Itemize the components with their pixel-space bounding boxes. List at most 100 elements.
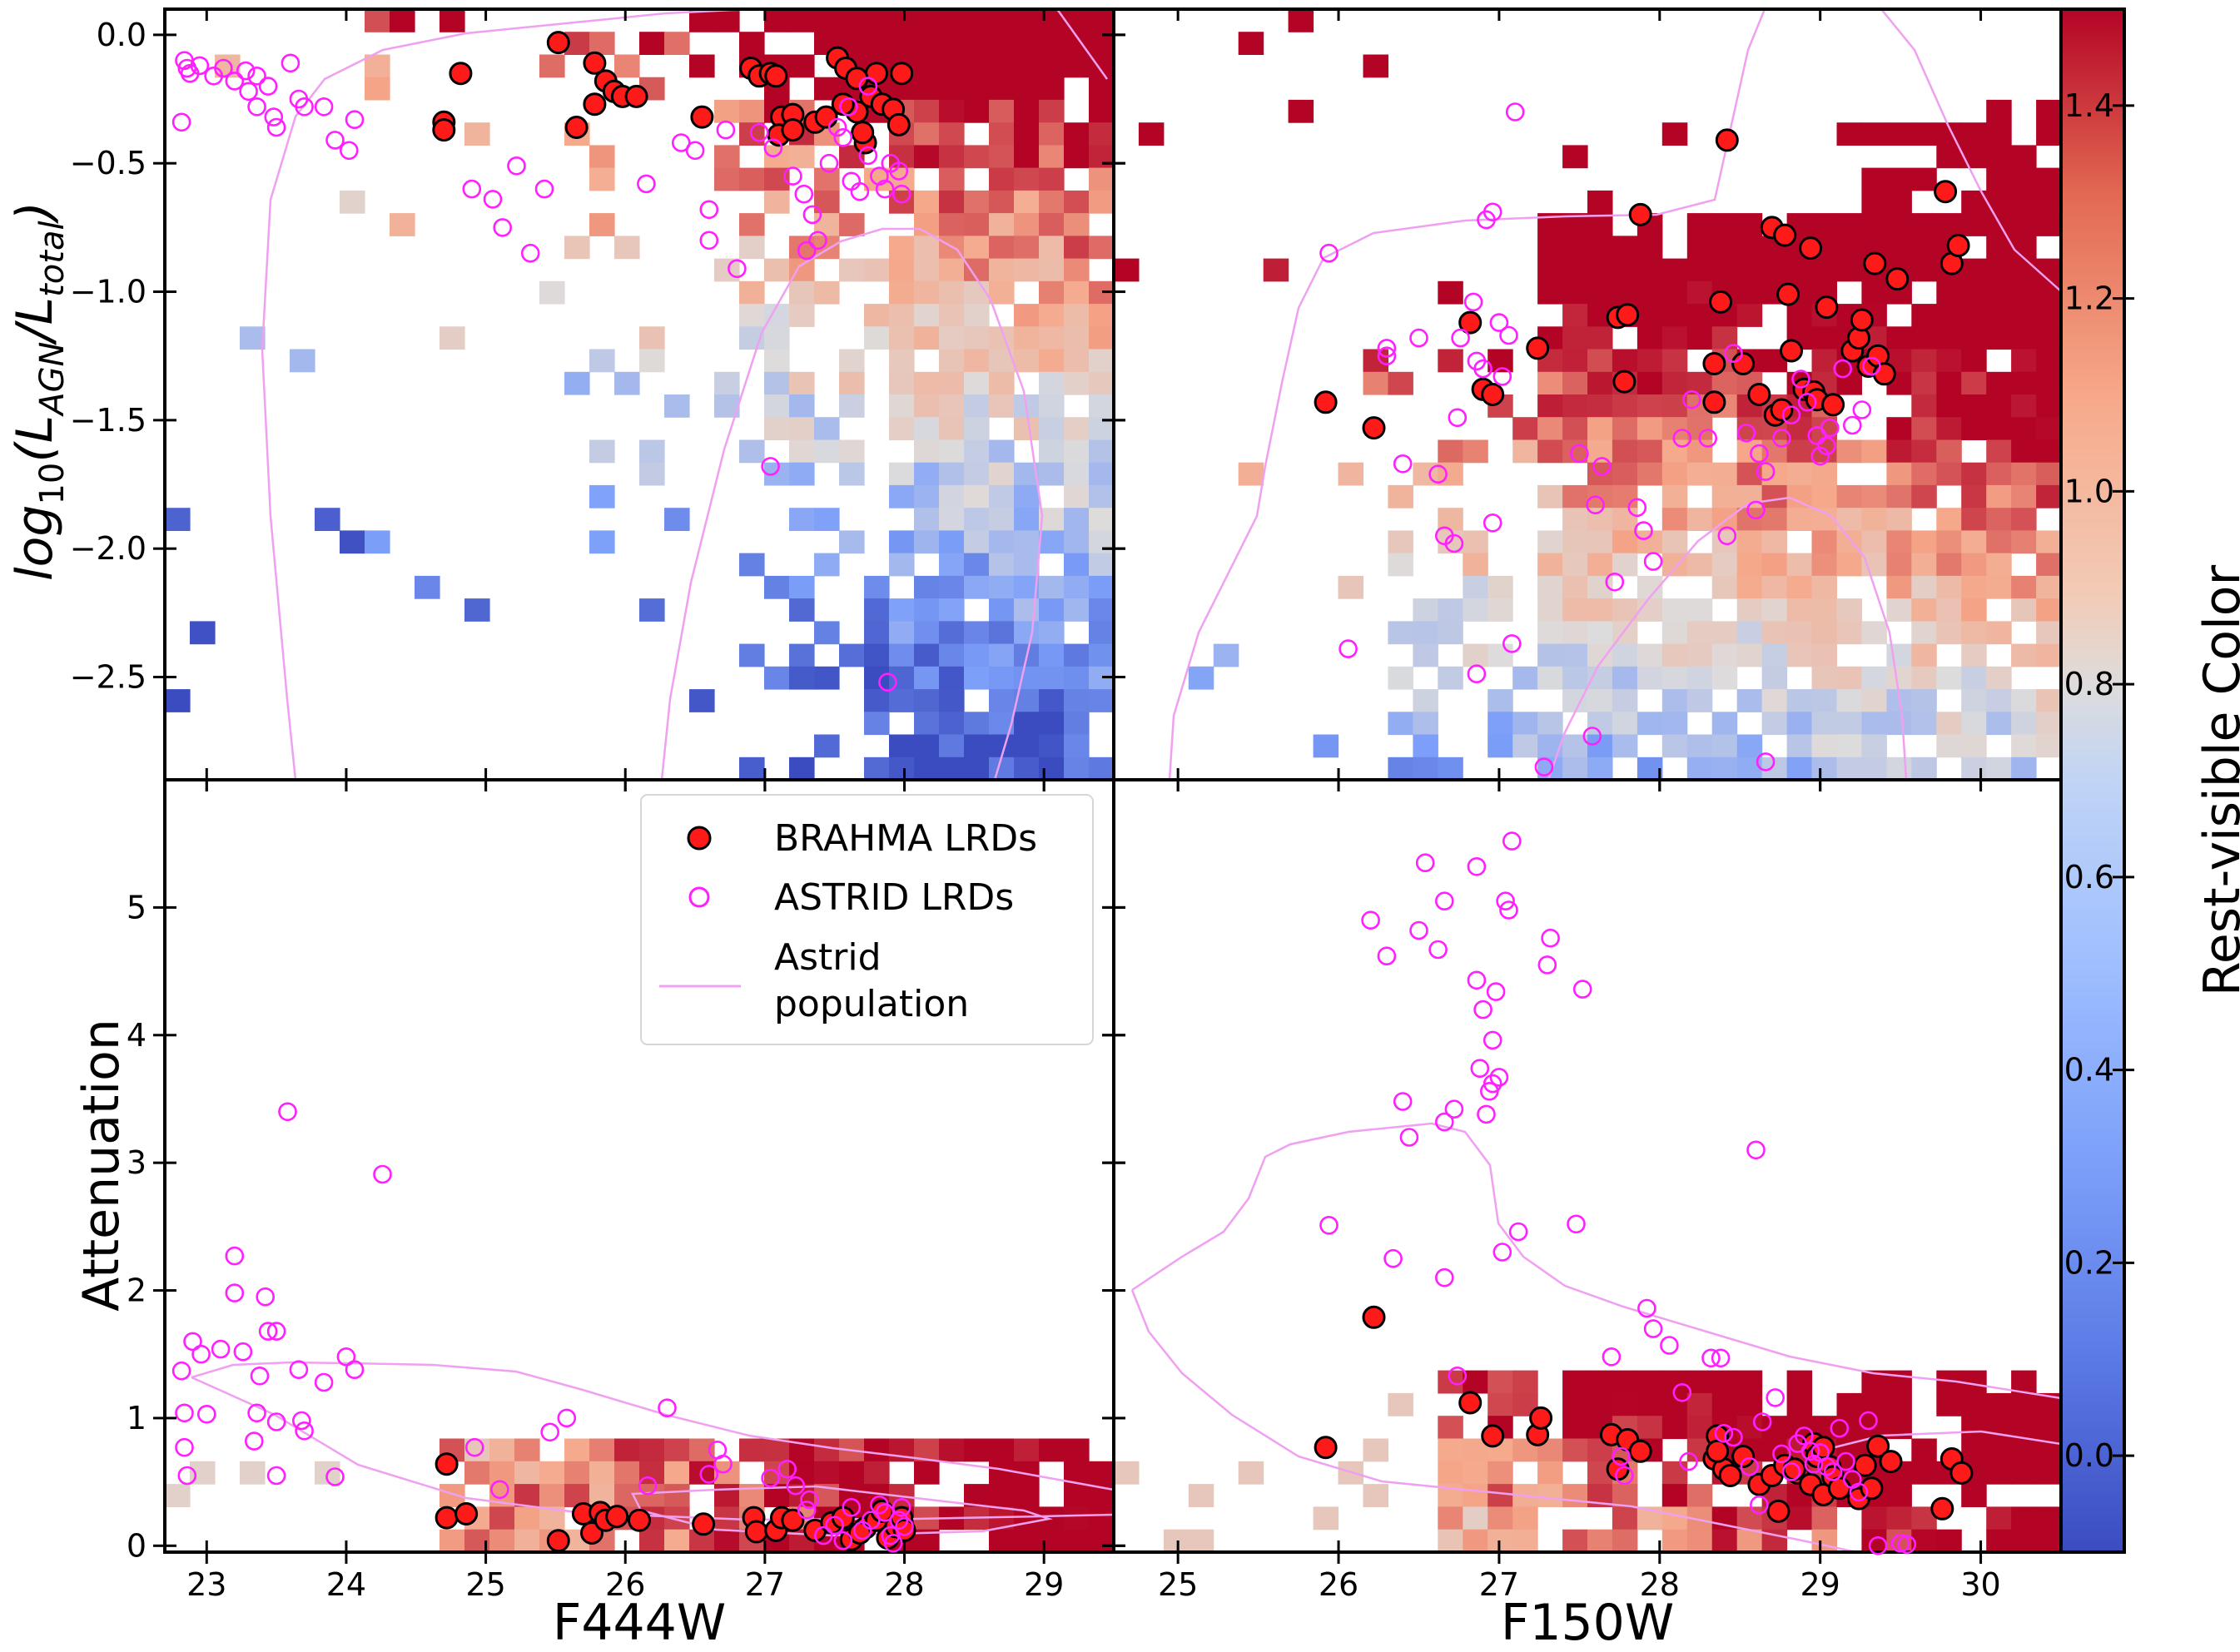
heatmap-cell — [739, 236, 765, 260]
heatmap-cell — [1438, 666, 1463, 690]
heatmap-cell — [939, 394, 965, 418]
heatmap-cell — [1587, 236, 1613, 260]
heatmap-cell — [1711, 1529, 1738, 1552]
heatmap-cell — [1612, 236, 1638, 260]
heatmap-cell — [1736, 508, 1763, 531]
colorbar-tick-label: 0.4 — [2064, 1052, 2114, 1089]
heatmap-cell — [1039, 326, 1065, 350]
heatmap-cell — [914, 484, 940, 508]
heatmap-cell — [1686, 621, 1713, 645]
heatmap-cell — [1811, 530, 1837, 554]
heatmap-cell — [2011, 712, 2037, 736]
colorbar-tick-label: 1.4 — [2064, 87, 2114, 124]
brahma-lrd-point — [605, 1505, 629, 1529]
heatmap-cell — [964, 666, 990, 690]
heatmap-cell — [1064, 712, 1090, 736]
heatmap-cell — [764, 326, 790, 350]
heatmap-cell — [1786, 1392, 1813, 1416]
heatmap-cell — [365, 77, 390, 101]
heatmap-cell — [889, 666, 915, 690]
heatmap-cell — [1488, 712, 1513, 736]
heatmap-cell — [365, 530, 390, 554]
heatmap-cell — [789, 371, 815, 395]
astrid-lrd-point — [685, 141, 705, 161]
astrid-lrd-point — [540, 1422, 560, 1442]
heatmap-cell — [1089, 1506, 1114, 1530]
astrid-lrd-point — [1795, 1426, 1814, 1446]
heatmap-cell — [1612, 508, 1638, 531]
astrid-lrd-point — [1810, 446, 1830, 466]
heatmap-cell — [1637, 1416, 1663, 1440]
heatmap-cell — [939, 643, 965, 667]
astrid-lrd-point — [464, 1437, 484, 1457]
ylabel-slash: /L — [6, 297, 64, 346]
astrid-lrd-point — [1660, 1336, 1679, 1355]
heatmap-cell — [589, 145, 615, 169]
heatmap-cell — [1961, 666, 1987, 690]
x-tick-label: 30 — [1960, 1566, 2000, 1603]
heatmap-cell — [739, 167, 765, 191]
astrid-lrd-point — [1701, 1348, 1721, 1368]
heatmap-cell — [1413, 712, 1438, 736]
heatmap-cell — [1587, 371, 1613, 395]
brahma-lrd-point — [1782, 1457, 1806, 1481]
heatmap-cell — [1612, 530, 1638, 554]
heatmap-cell — [1014, 553, 1040, 577]
astrid-lrd-point — [1868, 1536, 1888, 1555]
heatmap-cell — [989, 643, 1015, 667]
panel-bottom-right: 25 26 27 28 29 30 — [1102, 664, 2063, 1603]
heatmap-cell — [1014, 77, 1040, 101]
heatmap-cell — [989, 508, 1015, 531]
heatmap-cell — [814, 439, 840, 464]
heatmap-cell — [1014, 1484, 1040, 1507]
heatmap-cell — [1413, 734, 1438, 758]
heatmap-cell — [1936, 145, 1962, 169]
heatmap-cell — [2036, 1506, 2061, 1530]
brahma-lrd-point — [1706, 1439, 1730, 1463]
brahma-lrd-point — [583, 51, 607, 75]
brahma-lrd-point — [692, 1512, 716, 1536]
heatmap-cell — [639, 1529, 665, 1552]
heatmap-cell — [1388, 1392, 1413, 1416]
heatmap-cell — [1089, 1461, 1114, 1485]
astrid-lrd-point — [1493, 1243, 1512, 1262]
brahma-lrd-point — [744, 1520, 768, 1544]
heatmap-cell — [939, 575, 965, 599]
heatmap-cell — [1537, 598, 1563, 622]
astrid-lrd-point — [1772, 1444, 1791, 1464]
heatmap-cell — [989, 167, 1015, 191]
heatmap-cell — [1413, 621, 1438, 645]
heatmap-cell — [1886, 1506, 1912, 1530]
heatmap-cell — [1039, 99, 1065, 123]
heatmap-cell — [689, 54, 715, 78]
heatmap-cell — [1089, 598, 1114, 622]
heatmap-cell — [664, 32, 690, 55]
heatmap-cell — [1886, 167, 1912, 191]
colorbar-ticks: 0.0 0.2 0.4 0.6 0.8 1.0 1.2 1.4 — [2064, 87, 2134, 1474]
astrid-lrd-point — [1319, 1216, 1339, 1235]
heatmap-cell — [1986, 1438, 2012, 1462]
legend: BRAHMA LRDs ASTRID LRDs Astrid populatio… — [640, 794, 1094, 1045]
heatmap-cell — [1911, 757, 1937, 780]
astrid-lrd-point — [295, 97, 314, 117]
panel-top-right — [1102, 7, 2063, 791]
heatmap-cell — [964, 417, 990, 440]
heatmap-cell — [1562, 417, 1588, 440]
heatmap-cell — [1039, 349, 1065, 373]
brahma-lrd-point — [1866, 1434, 1890, 1458]
astrid-lrd-point — [889, 161, 909, 181]
heatmap-cell — [1039, 757, 1065, 780]
brahma-lrd-point — [1709, 290, 1733, 314]
astrid-lrd-point — [490, 1480, 509, 1500]
heatmap-cell — [464, 598, 490, 622]
astrid-lrd-point — [264, 107, 284, 127]
heatmap-cell — [914, 689, 940, 712]
heatmap-cell — [1661, 1461, 1688, 1485]
heatmap-cell — [2011, 394, 2037, 418]
heatmap-cell — [839, 9, 865, 32]
heatmap-cell — [1089, 643, 1114, 667]
heatmap-cell — [1761, 484, 1788, 508]
heatmap-cell — [739, 213, 765, 236]
heatmap-cell — [1961, 643, 1987, 667]
astrid-lrd-point — [534, 179, 554, 199]
